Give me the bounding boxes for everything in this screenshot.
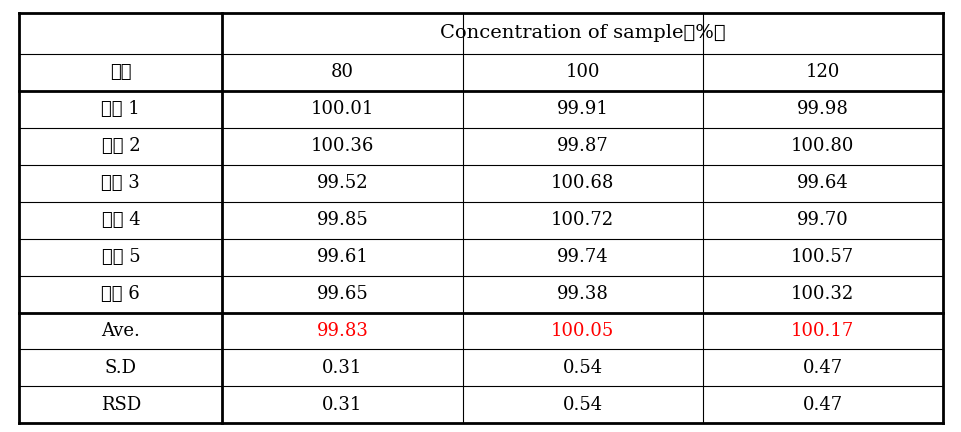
Text: 검액 6: 검액 6 — [101, 285, 140, 303]
Text: 0.47: 0.47 — [801, 359, 842, 377]
Text: 99.70: 99.70 — [796, 211, 848, 229]
Text: 99.91: 99.91 — [556, 100, 608, 118]
Text: 100.32: 100.32 — [790, 285, 853, 303]
Text: 검액 3: 검액 3 — [101, 174, 140, 192]
Text: 100.80: 100.80 — [790, 137, 853, 156]
Text: 0.31: 0.31 — [322, 396, 362, 414]
Text: 99.52: 99.52 — [316, 174, 368, 192]
Text: 99.61: 99.61 — [316, 248, 368, 266]
Text: 100: 100 — [565, 64, 600, 82]
Text: 검액 5: 검액 5 — [102, 248, 140, 266]
Text: 99.64: 99.64 — [796, 174, 848, 192]
Text: 100.57: 100.57 — [790, 248, 853, 266]
Text: 99.74: 99.74 — [556, 248, 607, 266]
Text: 99.65: 99.65 — [316, 285, 368, 303]
Text: 99.85: 99.85 — [316, 211, 368, 229]
Text: 99.83: 99.83 — [316, 322, 368, 340]
Text: 검액 1: 검액 1 — [101, 100, 140, 118]
Text: Concentration of sample（%）: Concentration of sample（%） — [439, 25, 725, 42]
Text: 100.68: 100.68 — [551, 174, 614, 192]
Text: 80: 80 — [331, 64, 354, 82]
Text: 99.38: 99.38 — [556, 285, 608, 303]
Text: 0.47: 0.47 — [801, 396, 842, 414]
Text: 100.05: 100.05 — [551, 322, 613, 340]
Text: 100.01: 100.01 — [310, 100, 374, 118]
Text: 100.17: 100.17 — [790, 322, 853, 340]
Text: 검액 4: 검액 4 — [102, 211, 140, 229]
Text: 99.98: 99.98 — [796, 100, 848, 118]
Text: S.D: S.D — [105, 359, 136, 377]
Text: 농도: 농도 — [110, 64, 132, 82]
Text: 검액 2: 검액 2 — [102, 137, 140, 156]
Text: 100.72: 100.72 — [551, 211, 613, 229]
Text: 100.36: 100.36 — [310, 137, 374, 156]
Text: 0.54: 0.54 — [562, 396, 602, 414]
Text: 120: 120 — [804, 64, 839, 82]
Text: 0.54: 0.54 — [562, 359, 602, 377]
Text: Ave.: Ave. — [101, 322, 140, 340]
Text: RSD: RSD — [101, 396, 141, 414]
Text: 99.87: 99.87 — [556, 137, 607, 156]
Text: 0.31: 0.31 — [322, 359, 362, 377]
